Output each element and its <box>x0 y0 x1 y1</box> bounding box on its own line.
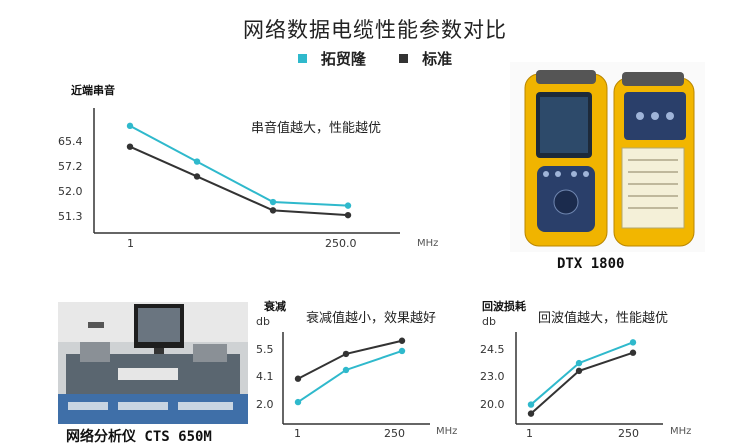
x-tick-label: 250.0 <box>325 237 357 250</box>
y-tick-label: 52.0 <box>58 185 83 198</box>
chart-title: 回波损耗 <box>482 299 526 313</box>
data-point-standard-0 <box>527 410 535 417</box>
x-axis-unit: MHz <box>436 426 457 437</box>
y-tick-label: 23.0 <box>480 370 505 383</box>
x-axis-unit: MHz <box>417 238 438 249</box>
x-tick-label: 1 <box>294 427 301 440</box>
chart-annotation: 串音值越大，性能越优 <box>251 120 381 136</box>
data-point-standard-1 <box>342 350 350 358</box>
chart-title: 近端串音 <box>71 83 115 97</box>
legend-swatch-tuomaolong <box>297 54 307 63</box>
y-tick-label: 51.3 <box>58 210 83 223</box>
series-line-standard <box>129 145 349 217</box>
x-tick-label: 1 <box>526 427 533 440</box>
y-axis-unit: db <box>256 315 270 328</box>
y-axis-unit: db <box>482 315 496 328</box>
x-tick-label: 250 <box>618 427 639 440</box>
data-point-standard-0 <box>126 143 134 150</box>
data-point-standard-2 <box>629 349 637 356</box>
cts-650m-photo <box>58 302 248 424</box>
data-point-standard-2 <box>398 337 406 344</box>
plot-area <box>126 122 352 219</box>
chart-attenuation: 衰减 db 衰减值越小，效果越好 5.5 4.1 2.0 1 250 MHz <box>256 299 457 440</box>
data-point-tuomaolong-1 <box>342 366 350 374</box>
page-title: 网络数据电缆性能参数对比 <box>243 18 507 42</box>
data-point-standard-1 <box>193 173 201 180</box>
x-tick-label: 250 <box>384 427 405 440</box>
data-point-standard-0 <box>294 375 302 382</box>
data-point-tuomaolong-0 <box>126 122 134 130</box>
x-axis-unit: MHz <box>670 426 691 437</box>
y-tick-label: 24.5 <box>480 343 505 356</box>
chart-return-loss: 回波损耗 db 回波值越大，性能越优 24.5 23.0 20.0 1 250 … <box>480 299 691 440</box>
chart-near-end-crosstalk: 近端串音 串音值越大，性能越优 65.4 57.2 52.0 51.3 1 25… <box>58 83 438 250</box>
x-tick-label: 1 <box>127 237 134 250</box>
data-point-tuomaolong-1 <box>193 158 201 165</box>
dtx-1800-photo <box>510 62 705 252</box>
data-point-tuomaolong-0 <box>294 398 302 406</box>
data-point-tuomaolong-0 <box>527 401 535 408</box>
data-point-standard-3 <box>344 211 352 219</box>
dtx-1800-image <box>510 62 705 252</box>
y-tick-label: 2.0 <box>256 398 274 411</box>
data-point-tuomaolong-2 <box>629 339 637 346</box>
legend-swatch-standard <box>399 54 409 63</box>
data-point-tuomaolong-2 <box>269 198 277 206</box>
chart-title: 衰减 <box>263 299 286 313</box>
dtx-1800-caption: DTX 1800 <box>557 256 625 272</box>
plot-area <box>527 339 637 417</box>
legend-item-tuomaolong: 拓贸隆 <box>297 48 366 69</box>
legend-label-standard: 标准 <box>422 50 453 68</box>
plot-area <box>294 337 406 406</box>
cts-650m-caption: 网络分析仪 CTS 650M <box>66 429 212 445</box>
data-point-tuomaolong-2 <box>398 347 406 355</box>
data-point-tuomaolong-3 <box>344 202 352 209</box>
data-point-standard-1 <box>575 367 583 375</box>
y-tick-label: 57.2 <box>58 160 83 173</box>
y-tick-label: 4.1 <box>256 370 274 383</box>
legend-item-standard: 标准 <box>399 48 452 69</box>
cts-650m-image <box>58 302 248 424</box>
legend-label-tuomaolong: 拓贸隆 <box>320 50 366 68</box>
y-tick-label: 5.5 <box>256 343 274 356</box>
series-line-standard <box>297 339 403 380</box>
y-tick-label: 20.0 <box>480 398 505 411</box>
y-tick-label: 65.4 <box>58 135 83 148</box>
legend: 拓贸隆 标准 <box>0 48 750 69</box>
series-line-tuomaolong <box>129 124 349 207</box>
series-line-tuomaolong <box>530 341 634 406</box>
chart-annotation: 回波值越大，性能越优 <box>538 310 668 326</box>
chart-annotation: 衰减值越小，效果越好 <box>306 310 436 326</box>
series-line-tuomaolong <box>297 350 403 403</box>
data-point-tuomaolong-1 <box>575 359 583 367</box>
data-point-standard-2 <box>269 207 277 214</box>
